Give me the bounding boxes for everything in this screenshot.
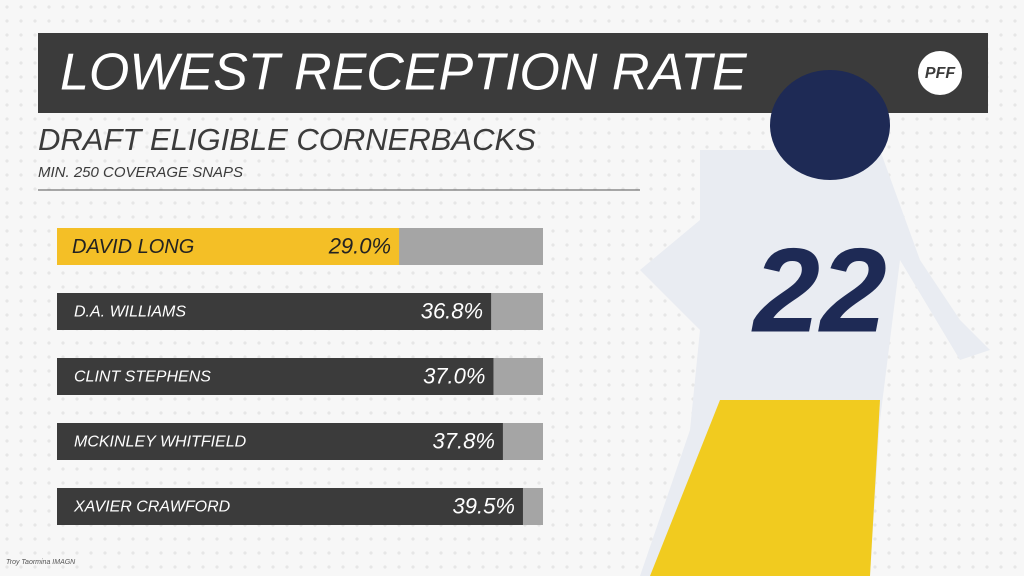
bar <box>57 293 492 330</box>
value-label: 36.8% <box>421 298 483 323</box>
category-label: CLINT STEPHENS <box>74 369 211 386</box>
player-photo: 22 <box>640 70 990 576</box>
chart-title: LOWEST RECEPTION RATE <box>60 44 748 102</box>
bar <box>57 358 494 395</box>
category-label: DAVID LONG <box>72 236 194 258</box>
category-label: D.A. WILLIAMS <box>74 304 186 321</box>
value-label: 39.5% <box>453 493 515 518</box>
logo-badge <box>918 51 962 95</box>
value-label: 37.0% <box>423 363 485 388</box>
value-label: 37.8% <box>433 428 495 453</box>
svg-text:22: 22 <box>751 224 886 358</box>
value-label: 29.0% <box>328 233 391 258</box>
bar <box>57 228 400 265</box>
category-label: MCKINLEY WHITFIELD <box>74 434 247 451</box>
bar <box>57 488 523 525</box>
bar <box>57 423 503 460</box>
logo: PFF <box>925 65 956 82</box>
category-label: XAVIER CRAWFORD <box>73 499 231 516</box>
note: MIN. 250 COVERAGE SNAPS <box>38 164 243 181</box>
subtitle: DRAFT ELIGIBLE CORNERBACKS <box>38 122 536 157</box>
credit: Troy Taormina IMAGN <box>6 559 76 566</box>
